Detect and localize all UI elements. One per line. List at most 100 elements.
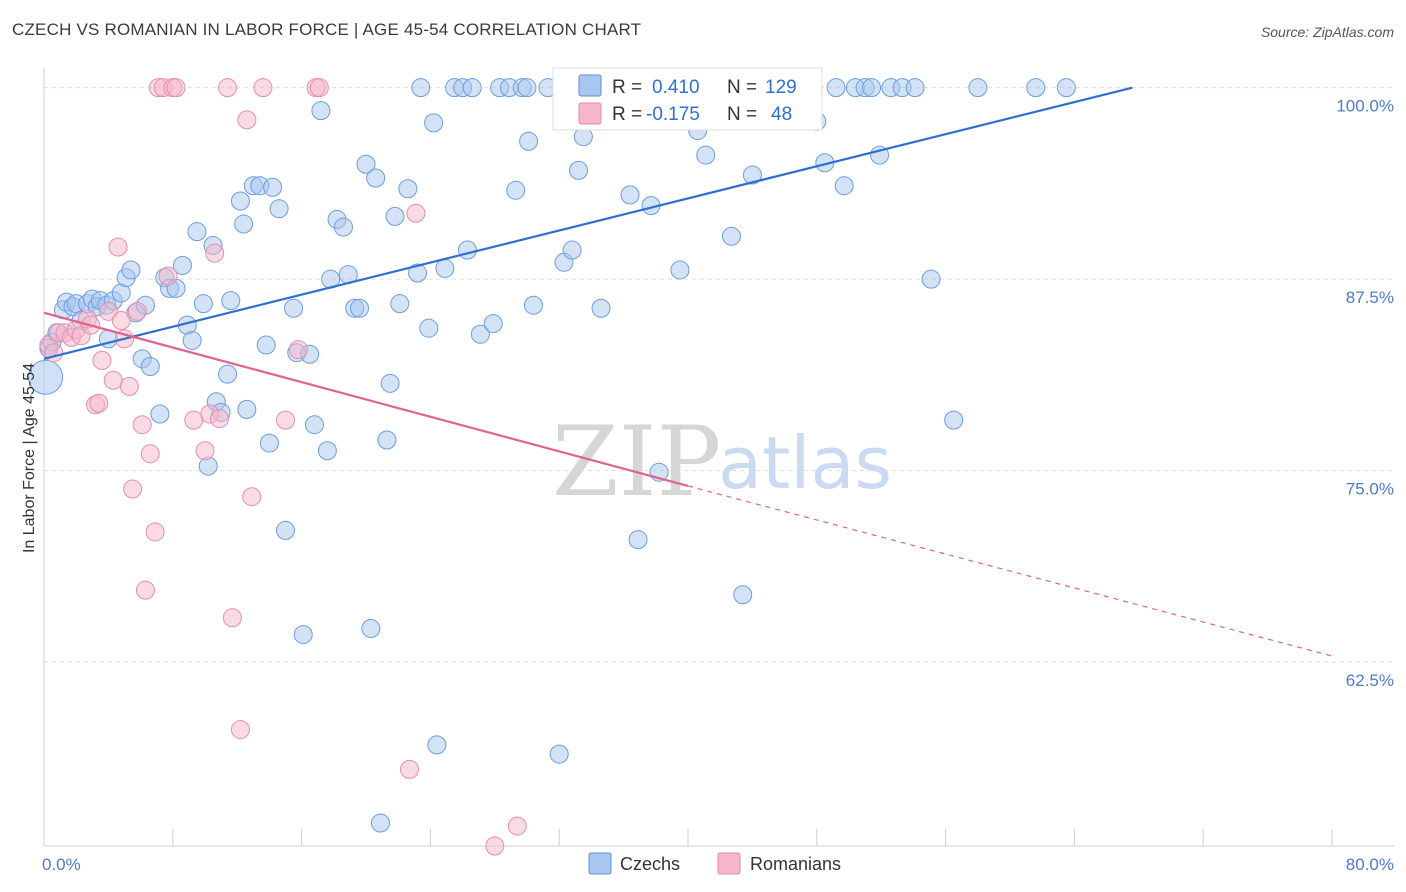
x-tick-labels: 0.0% 80.0% <box>42 855 1394 874</box>
romanians-trendline <box>43 311 689 488</box>
romanian-point <box>195 441 215 461</box>
romanian-point <box>406 203 426 223</box>
romanian-point <box>140 444 160 464</box>
czechs-points <box>28 78 1076 833</box>
y-tick-label: 75.0% <box>1346 480 1394 499</box>
romanian-point <box>127 301 147 321</box>
romanian-point <box>123 479 143 499</box>
czech-point <box>408 263 428 283</box>
czech-point <box>218 364 238 384</box>
czech-point <box>187 222 207 242</box>
czech-point <box>1026 78 1046 98</box>
czech-point <box>696 145 716 165</box>
axes <box>43 68 1394 847</box>
czech-point <box>427 735 447 755</box>
y-axis-label: In Labor Force | Age 45-54 <box>21 363 38 553</box>
czech-point <box>182 330 202 350</box>
bottom-legend-swatch-czechs <box>588 852 612 875</box>
legend-r-label-romanians: R = <box>612 104 642 125</box>
czech-point <box>377 430 397 450</box>
czech-point <box>317 441 337 461</box>
y-tick-label: 87.5% <box>1346 288 1394 307</box>
czech-point <box>470 324 490 344</box>
romanian-point <box>119 376 139 396</box>
czech-point <box>968 78 988 98</box>
czech-point <box>237 399 257 419</box>
czech-point <box>905 78 925 98</box>
czech-point <box>333 217 353 237</box>
czech-point <box>628 530 648 550</box>
czech-point <box>221 291 241 311</box>
romanian-point <box>399 759 419 779</box>
czech-point <box>256 335 276 355</box>
romanian-point <box>158 266 178 286</box>
czech-point <box>293 625 313 645</box>
legend-n-value-romanians: 48 <box>771 104 792 125</box>
czech-point <box>591 298 611 318</box>
romanian-point <box>230 720 250 740</box>
romanian-point <box>209 409 229 429</box>
czech-point <box>198 456 218 476</box>
romanian-point <box>507 816 527 836</box>
romanian-point <box>485 836 505 856</box>
legend-swatch-romanians <box>578 102 602 125</box>
czech-point <box>263 177 283 197</box>
czech-point <box>921 269 941 289</box>
czech-point <box>284 298 304 318</box>
czech-point <box>172 255 192 275</box>
romanian-point <box>253 78 273 98</box>
romanian-point <box>98 301 118 321</box>
legend-swatch-czechs <box>578 74 602 97</box>
czech-point <box>834 176 854 196</box>
romanian-point <box>92 350 112 370</box>
legend-n-value-czechs: 129 <box>765 77 797 98</box>
x-tick-label: 80.0% <box>1346 855 1394 874</box>
czech-point <box>276 520 295 540</box>
czech-point <box>462 78 482 98</box>
romanian-point <box>309 78 329 98</box>
czech-point <box>356 154 376 174</box>
czech-point <box>140 356 160 376</box>
czech-point <box>121 260 141 280</box>
trendlines <box>43 86 1333 657</box>
czech-point <box>562 240 582 260</box>
romanian-point <box>184 410 204 430</box>
source-credit: Source: ZipAtlas.com <box>1260 24 1394 40</box>
legend-r-value-romanians: -0.175 <box>646 104 700 125</box>
czech-point <box>390 294 410 314</box>
y-tick-labels: 62.5% 75.0% 87.5% 100.0% <box>1336 97 1394 690</box>
y-tick-label: 100.0% <box>1336 97 1394 116</box>
romanian-point <box>237 110 257 130</box>
bottom-legend-romanians: Romanians <box>750 854 841 874</box>
czech-point <box>269 199 289 219</box>
watermark-zip: ZIP <box>552 406 721 518</box>
czech-point <box>259 433 279 453</box>
czech-point <box>419 318 439 338</box>
czechs-trendline <box>43 86 1133 360</box>
czech-point <box>385 206 405 226</box>
czech-point <box>483 314 503 334</box>
czech-point <box>721 226 741 246</box>
czech-point <box>28 359 64 395</box>
czech-point <box>424 113 444 133</box>
czech-point <box>435 258 455 278</box>
czech-point <box>411 78 431 98</box>
czech-point <box>670 260 690 280</box>
romanians-trendline-extension <box>687 485 1333 657</box>
czech-point <box>193 294 213 314</box>
romanian-point <box>145 522 165 542</box>
czech-point <box>366 168 386 188</box>
romanian-point <box>276 410 295 430</box>
czech-point <box>311 101 331 121</box>
czech-point <box>862 78 882 98</box>
czech-point <box>944 410 964 430</box>
romanian-point <box>89 393 109 413</box>
romanian-point <box>103 370 123 390</box>
czech-point <box>234 214 254 234</box>
czech-point <box>304 415 324 435</box>
romanians-points <box>39 78 527 856</box>
czech-point <box>523 295 543 315</box>
y-tick-label: 62.5% <box>1346 671 1394 690</box>
x-tick-label: 0.0% <box>42 855 81 874</box>
